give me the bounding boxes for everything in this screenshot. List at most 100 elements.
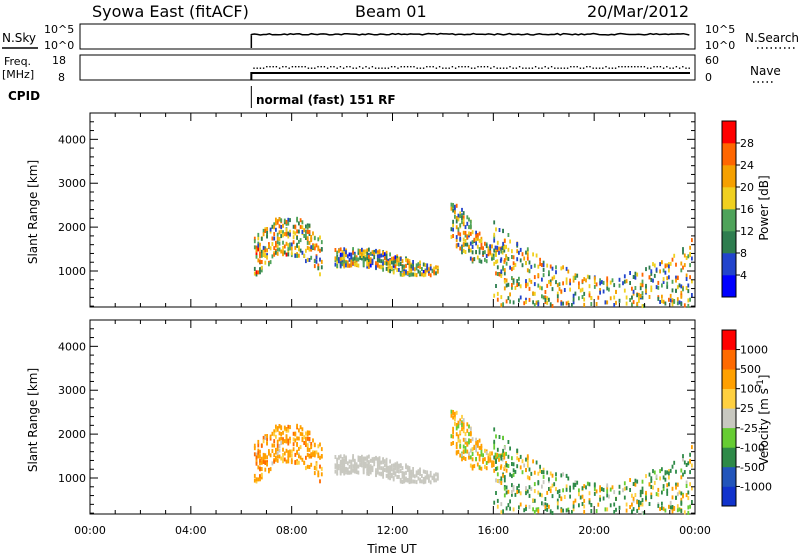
power-cell	[278, 247, 281, 252]
power-cell	[362, 252, 365, 256]
power-cell	[502, 266, 504, 271]
velocity-cell	[512, 485, 515, 490]
power-cell	[285, 252, 288, 257]
power-cell	[255, 245, 258, 250]
power-cell	[278, 230, 281, 235]
velocity-cell	[571, 510, 573, 514]
velocity-cell	[259, 454, 261, 459]
velocity-cell	[537, 471, 540, 476]
power-cell	[417, 262, 420, 267]
velocity-cell	[530, 471, 533, 476]
power-cell	[257, 270, 260, 275]
power-cell	[296, 216, 298, 221]
x-tick-label: 20:00	[578, 524, 610, 537]
velocity-cell	[548, 477, 550, 482]
power-cell	[629, 281, 631, 285]
power-cell	[461, 220, 463, 225]
power-cell	[655, 285, 658, 290]
velocity-cell	[518, 483, 520, 488]
power-cell	[376, 263, 379, 268]
power-cell	[599, 288, 601, 292]
velocity-cell	[632, 496, 635, 501]
velocity-cell	[588, 498, 591, 503]
power-cell	[650, 269, 653, 274]
velocity-cell	[350, 466, 353, 471]
velocity-cell	[412, 479, 414, 484]
velocity-cell	[387, 467, 390, 472]
power-cell	[569, 278, 571, 283]
velocity-cell	[680, 509, 683, 513]
velocity-cell	[380, 472, 383, 477]
power-cell	[352, 257, 354, 262]
velocity-cell	[639, 493, 642, 498]
power-cell	[611, 278, 614, 283]
power-cell	[606, 276, 609, 281]
velocity-cell	[469, 455, 472, 460]
nave-dot	[659, 66, 662, 68]
velocity-cell	[455, 442, 458, 447]
nave-dot	[467, 66, 470, 68]
velocity-cell	[294, 452, 297, 457]
velocity-cell	[259, 461, 261, 466]
velocity-cell	[469, 448, 472, 453]
velocity-cell	[485, 461, 488, 465]
power-cell	[352, 261, 354, 266]
power-cell	[512, 261, 515, 266]
power-cell	[415, 273, 418, 278]
power-cell	[661, 260, 663, 265]
velocity-cell	[685, 480, 688, 485]
power-cell	[312, 244, 314, 249]
velocity-cell	[560, 496, 563, 501]
power-cell	[599, 290, 601, 295]
velocity-cell	[632, 507, 635, 512]
velocity-cell	[659, 469, 661, 474]
power-cell	[493, 261, 496, 266]
velocity-cell	[459, 439, 462, 444]
velocity-cell	[385, 460, 388, 465]
velocity-cell	[491, 463, 493, 468]
velocity-cell	[634, 493, 637, 497]
freq-trace	[250, 72, 690, 80]
velocity-cell	[634, 482, 637, 487]
power-cell	[516, 283, 519, 287]
velocity-cell	[505, 463, 508, 468]
velocity-cell	[599, 495, 601, 499]
power-cell	[655, 267, 658, 272]
velocity-cell	[689, 470, 691, 475]
power-cell	[683, 303, 686, 308]
nave-dot	[576, 66, 578, 68]
power-cell	[361, 247, 363, 252]
power-cell	[675, 278, 677, 283]
power-cell	[262, 228, 265, 233]
nave-dot	[346, 66, 348, 68]
velocity-cell	[480, 443, 483, 448]
nave-dot	[595, 67, 598, 69]
power-cell	[514, 262, 517, 267]
velocity-cell	[308, 447, 311, 452]
velocity-cell	[507, 503, 510, 508]
power-cell	[516, 257, 519, 262]
velocity-cell	[599, 485, 601, 490]
velocity-cell	[599, 488, 601, 493]
power-cell	[408, 269, 411, 274]
velocity-cell	[362, 462, 365, 467]
velocity-cell	[341, 465, 344, 470]
velocity-cell	[478, 465, 481, 470]
velocity-cell	[675, 485, 677, 490]
x-tick-label: 00:00	[74, 524, 106, 537]
nave-dot	[528, 67, 530, 69]
power-cell	[606, 282, 609, 287]
velocity-cell	[310, 462, 313, 467]
power-cell	[671, 302, 674, 307]
power-cell	[280, 229, 283, 234]
velocity-cell	[613, 502, 616, 507]
velocity-cell	[532, 507, 534, 512]
velocity-cell	[507, 454, 510, 459]
velocity-cell	[361, 463, 363, 468]
velocity-cell	[305, 440, 307, 445]
velocity-cell	[525, 488, 527, 493]
velocity-cell	[319, 442, 321, 447]
velocity-cell	[461, 423, 463, 427]
power-cell	[369, 251, 372, 256]
nave-dot	[362, 67, 364, 69]
